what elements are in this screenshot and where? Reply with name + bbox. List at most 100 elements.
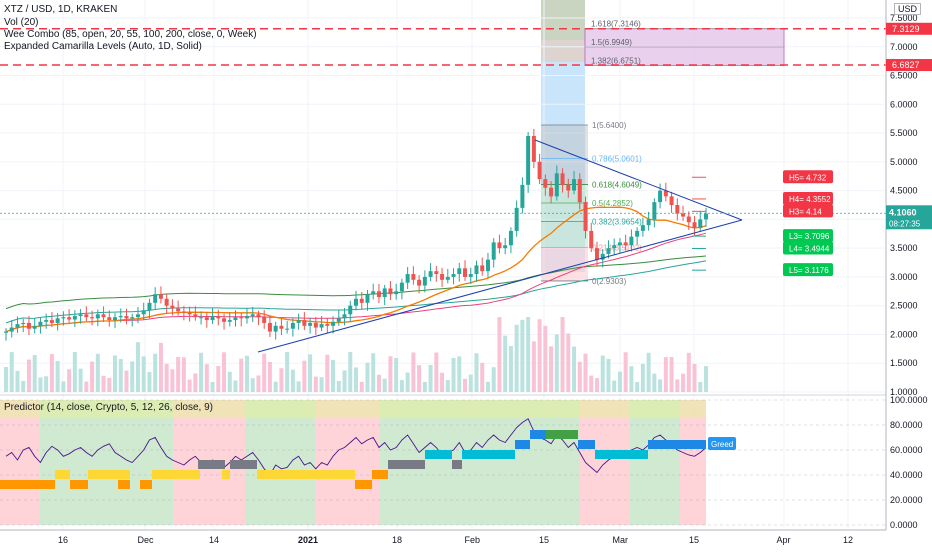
symbol-legend[interactable]: XTZ / USD, 1D, KRAKEN — [4, 4, 118, 15]
candle-body — [26, 322, 31, 329]
candle-body — [692, 222, 697, 229]
candle-body — [61, 317, 66, 319]
candle-body — [463, 268, 468, 277]
camarilla-badge-h5: H5= 4.732 — [789, 173, 827, 182]
level-price-badge-bg — [886, 59, 932, 72]
volume-bar — [606, 358, 611, 392]
volume-bar — [244, 355, 249, 392]
predictor-line — [5, 418, 707, 476]
camarilla-badge-h4: H4= 4.3552 — [789, 195, 831, 204]
candle-body — [675, 205, 680, 214]
price-tick-label: 6.5000 — [890, 71, 918, 81]
volume-bar — [560, 317, 565, 392]
candle-body — [15, 324, 20, 328]
last-price-label: 4.1060 — [889, 207, 917, 217]
price-tick-label: 3.5000 — [890, 243, 918, 253]
candle-body — [497, 242, 502, 249]
volume-bar — [273, 381, 278, 392]
camarilla-legend[interactable]: Expanded Camarilla Levels (Auto, 1D, Sol… — [4, 41, 202, 52]
camarilla-badge-l4: L4= 3.4944 — [789, 244, 830, 253]
predictor-top-band — [0, 400, 706, 418]
volume-bar — [365, 362, 370, 392]
countdown-label: 08:27:35 — [889, 219, 921, 228]
vol-legend[interactable]: Vol (20) — [4, 17, 39, 28]
predictor-legend[interactable]: Predictor (14, close, Crypto, 5, 12, 26,… — [4, 402, 213, 413]
candle-body — [193, 314, 198, 318]
level-price-badge-bg — [886, 22, 932, 35]
camarilla-badge-l3: L3= 3.7096 — [789, 232, 830, 241]
volume-bar — [526, 317, 531, 392]
price-tick-label: 2.5000 — [890, 301, 918, 311]
volume-bar — [485, 381, 490, 392]
volume-bar — [216, 365, 221, 392]
volume-bar — [497, 317, 502, 392]
candle-body — [181, 311, 186, 313]
candle-body — [250, 314, 255, 317]
volume-bar — [262, 353, 267, 392]
camarilla-badge-l5: L5= 3.1176 — [789, 266, 829, 275]
predictor-signal-bar — [118, 480, 130, 489]
candle-body — [55, 318, 60, 323]
predictor-signal-bar — [55, 470, 70, 479]
volume-bar — [480, 362, 485, 392]
predictor-zone — [530, 400, 580, 525]
volume-bar — [508, 345, 513, 392]
fib-upper-label: 1.5(6.9949) — [591, 38, 632, 47]
candle-body — [176, 308, 181, 312]
volume-bar — [468, 374, 473, 392]
candle-body — [302, 320, 307, 326]
price-tick-label: 4.5000 — [890, 186, 918, 196]
candle-body — [147, 302, 152, 311]
predictor-signal-bar — [230, 460, 257, 469]
volume-bar — [141, 356, 146, 392]
volume-bar — [193, 373, 198, 392]
volume-bar — [658, 379, 663, 392]
time-tick-label: 15 — [539, 535, 549, 545]
volume-bar — [612, 380, 617, 392]
volume-bar — [9, 352, 14, 392]
camarilla-badge-h3: H3= 4.14 — [789, 207, 822, 216]
volume-bar — [520, 319, 525, 392]
volume-bar — [267, 362, 272, 392]
greed-label: Greed — [711, 440, 733, 449]
candle-body — [113, 317, 118, 321]
volume-bar — [617, 371, 622, 392]
price-tick-label: 1.0000 — [890, 387, 918, 397]
volume-bar — [474, 353, 479, 392]
time-tick-label: Dec — [138, 535, 155, 545]
volume-bar — [279, 368, 284, 392]
currency-button[interactable]: USD — [894, 3, 922, 15]
predictor-tick-label: 80.0000 — [890, 420, 923, 430]
predictor-signal-bar — [140, 480, 152, 489]
price-tick-label: 2.0000 — [890, 329, 918, 339]
candle-body — [325, 324, 330, 326]
volume-bar — [583, 353, 588, 392]
volume-bar — [61, 381, 66, 392]
candle-body — [612, 245, 617, 249]
candle-body — [405, 274, 410, 283]
volume-bar — [635, 381, 640, 392]
resistance-trendline — [534, 139, 743, 221]
candle-body — [153, 294, 158, 303]
candle-body — [354, 298, 358, 306]
volume-bar — [290, 369, 295, 392]
volume-bar — [153, 353, 158, 392]
candle-body — [491, 242, 496, 260]
candle-body — [319, 324, 324, 328]
price-tick-label: 1.5000 — [890, 358, 918, 368]
candle-body — [84, 314, 89, 318]
candle-body — [187, 312, 192, 315]
candle-body — [239, 317, 244, 319]
candle-body — [158, 294, 163, 299]
predictor-tick-label: 100.0000 — [890, 395, 928, 405]
candle-body — [342, 314, 347, 319]
volume-bar — [44, 376, 49, 392]
candle-body — [49, 320, 54, 323]
volume-bar — [388, 356, 393, 392]
volume-bar — [382, 378, 387, 392]
candle-body — [635, 230, 640, 237]
wee-combo-legend[interactable]: Wee Combo (85, open, 20, 55, 100, 200, c… — [4, 29, 257, 40]
predictor-zone — [40, 400, 173, 525]
volume-bar — [118, 359, 123, 392]
volume-bar — [491, 367, 496, 392]
